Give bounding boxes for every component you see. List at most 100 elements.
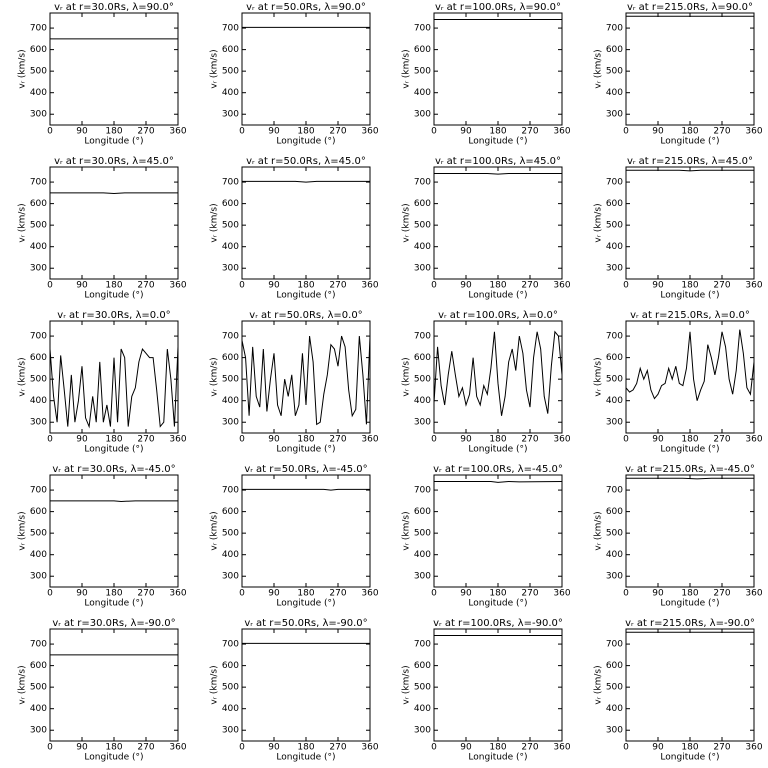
y-tick-label: 300 <box>414 572 431 582</box>
y-tick-label: 400 <box>606 396 623 406</box>
y-tick-label: 700 <box>222 332 239 342</box>
plot-frame <box>241 628 371 742</box>
y-tick-label: 500 <box>606 221 623 231</box>
y-axis-label: vᵣ (km/s) <box>594 357 604 396</box>
data-line <box>626 477 754 480</box>
y-tick-label: 600 <box>606 199 623 209</box>
x-tick-label: 360 <box>361 589 378 599</box>
y-tick-label: 500 <box>222 67 239 77</box>
x-tick-label: 270 <box>713 743 730 753</box>
x-tick-label: 0 <box>623 281 629 291</box>
y-tick-label: 600 <box>30 661 47 671</box>
x-tick-label: 360 <box>553 589 570 599</box>
y-tick-label: 300 <box>414 418 431 428</box>
y-tick-label: 600 <box>30 353 47 363</box>
y-tick-label: 300 <box>606 418 623 428</box>
y-tick-label: 500 <box>30 375 47 385</box>
x-tick-label: 90 <box>268 127 280 137</box>
x-tick-label: 270 <box>521 743 538 753</box>
chart-title: vᵣ at r=215.0Rs, λ=-90.0° <box>625 618 755 629</box>
x-tick-label: 270 <box>713 589 730 599</box>
x-tick-label: 180 <box>489 127 506 137</box>
plot-frame <box>625 12 755 126</box>
x-tick-label: 180 <box>105 743 122 753</box>
chart-title: vᵣ at r=50.0Rs, λ=-45.0° <box>244 464 367 475</box>
chart-title: vᵣ at r=50.0Rs, λ=90.0° <box>246 2 366 13</box>
x-tick-label: 0 <box>431 281 437 291</box>
x-tick-label: 270 <box>713 127 730 137</box>
y-tick-label: 300 <box>414 110 431 120</box>
x-tick-label: 180 <box>105 127 122 137</box>
x-axis-label: Longitude (°) <box>84 753 143 763</box>
plot-frame <box>241 12 371 126</box>
x-tick-label: 0 <box>47 435 53 445</box>
x-tick-label: 270 <box>137 743 154 753</box>
y-tick-label: 600 <box>30 507 47 517</box>
y-tick-label: 700 <box>222 640 239 650</box>
plot-frame <box>625 474 755 588</box>
chart-title: vᵣ at r=100.0Rs, λ=90.0° <box>435 2 561 13</box>
x-axis-label: Longitude (°) <box>84 599 143 609</box>
y-tick-label: 300 <box>30 264 47 274</box>
x-tick-label: 270 <box>329 743 346 753</box>
x-axis-label: Longitude (°) <box>468 445 527 455</box>
x-tick-label: 0 <box>239 435 245 445</box>
y-tick-label: 700 <box>222 486 239 496</box>
x-tick-label: 360 <box>169 743 186 753</box>
x-tick-label: 270 <box>137 127 154 137</box>
y-tick-label: 400 <box>222 396 239 406</box>
x-tick-label: 90 <box>652 743 664 753</box>
y-axis-label: vᵣ (km/s) <box>210 49 220 88</box>
x-tick-label: 180 <box>297 281 314 291</box>
y-tick-label: 400 <box>414 242 431 252</box>
x-tick-label: 360 <box>553 743 570 753</box>
x-tick-label: 0 <box>431 435 437 445</box>
y-tick-label: 700 <box>414 332 431 342</box>
y-tick-label: 700 <box>606 640 623 650</box>
data-line <box>242 180 370 183</box>
y-tick-label: 300 <box>222 726 239 736</box>
y-tick-label: 400 <box>222 88 239 98</box>
data-line <box>626 169 754 172</box>
x-axis-label: Longitude (°) <box>660 137 719 147</box>
x-tick-label: 270 <box>521 281 538 291</box>
chart-title: vᵣ at r=30.0Rs, λ=45.0° <box>54 156 174 167</box>
x-tick-label: 360 <box>745 281 762 291</box>
y-tick-label: 400 <box>414 396 431 406</box>
plot-frame <box>433 628 563 742</box>
x-tick-label: 180 <box>105 435 122 445</box>
x-tick-label: 0 <box>239 127 245 137</box>
y-tick-label: 500 <box>414 529 431 539</box>
x-tick-label: 360 <box>361 743 378 753</box>
x-tick-label: 90 <box>76 743 88 753</box>
y-tick-label: 400 <box>606 88 623 98</box>
y-tick-label: 400 <box>30 242 47 252</box>
x-tick-label: 360 <box>169 435 186 445</box>
y-tick-label: 600 <box>414 45 431 55</box>
y-axis-label: vᵣ (km/s) <box>594 511 604 550</box>
chart-title: vᵣ at r=100.0Rs, λ=-90.0° <box>433 618 563 629</box>
x-tick-label: 270 <box>329 127 346 137</box>
y-tick-label: 400 <box>30 396 47 406</box>
y-tick-label: 700 <box>30 640 47 650</box>
y-tick-label: 700 <box>222 24 239 34</box>
data-line <box>433 330 563 416</box>
plot-frame <box>433 12 563 126</box>
y-tick-label: 700 <box>606 24 623 34</box>
chart-title: vᵣ at r=50.0Rs, λ=0.0° <box>249 310 362 321</box>
y-tick-label: 500 <box>414 221 431 231</box>
y-tick-label: 700 <box>414 24 431 34</box>
y-tick-label: 400 <box>222 242 239 252</box>
plot-frame <box>241 166 371 280</box>
x-tick-label: 0 <box>47 589 53 599</box>
y-axis-label: vᵣ (km/s) <box>402 511 412 550</box>
x-tick-label: 270 <box>137 589 154 599</box>
y-axis-label: vᵣ (km/s) <box>594 203 604 242</box>
x-axis-label: Longitude (°) <box>276 599 335 609</box>
y-tick-label: 400 <box>606 704 623 714</box>
y-tick-label: 400 <box>222 550 239 560</box>
y-tick-label: 700 <box>414 486 431 496</box>
x-tick-label: 180 <box>489 281 506 291</box>
x-tick-label: 90 <box>268 589 280 599</box>
y-axis-label: vᵣ (km/s) <box>210 511 220 550</box>
